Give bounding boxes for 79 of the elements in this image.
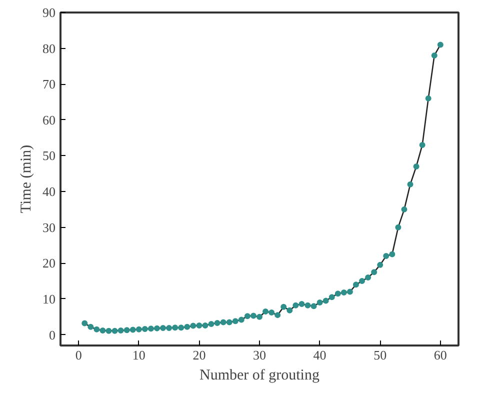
point: [304, 302, 311, 308]
point: [310, 303, 317, 310]
point: [413, 163, 420, 170]
point: [88, 324, 94, 330]
point: [142, 326, 148, 332]
x-axis-title: Number of grouting: [200, 368, 320, 384]
point: [262, 308, 269, 314]
y-tick-label: 60: [42, 112, 56, 128]
point: [389, 251, 396, 258]
point: [118, 327, 124, 334]
point: [94, 326, 100, 332]
x-tick-label: 20: [192, 348, 206, 362]
point: [160, 324, 166, 331]
point: [136, 326, 142, 332]
point: [184, 324, 190, 330]
point: [82, 320, 88, 326]
point: [407, 181, 414, 188]
y-tick-label: 90: [42, 5, 56, 20]
point: [172, 324, 178, 331]
x-tick-label: 50: [374, 348, 387, 362]
point: [214, 320, 220, 326]
x-tick-label: 10: [132, 348, 146, 362]
point: [352, 282, 359, 288]
x-tick-label: 40: [313, 348, 326, 362]
point: [298, 300, 305, 307]
point: [166, 324, 172, 331]
point: [437, 42, 444, 48]
y-tick-label: 30: [42, 220, 56, 235]
y-tick-label: 80: [42, 40, 56, 56]
point: [334, 290, 341, 297]
point: [401, 206, 408, 212]
x-tick-label: 60: [434, 348, 447, 362]
point: [148, 326, 154, 332]
point: [377, 262, 384, 268]
x-tick-label: 30: [253, 348, 266, 362]
point: [395, 224, 402, 230]
point: [322, 298, 329, 304]
point: [328, 294, 335, 300]
point: [238, 316, 244, 323]
point: [431, 52, 438, 58]
point: [425, 95, 432, 102]
point: [340, 290, 347, 296]
point: [286, 307, 293, 314]
point: [244, 313, 250, 320]
point: [112, 328, 118, 334]
point: [292, 302, 299, 308]
point: [419, 142, 426, 148]
point: [124, 327, 130, 334]
point: [208, 321, 214, 328]
x-tick-label: 0: [75, 348, 82, 362]
y-tick-label: 70: [42, 76, 56, 92]
point: [250, 312, 256, 319]
y-tick-label: 20: [42, 256, 56, 271]
y-tick-label: 10: [42, 291, 56, 306]
point: [190, 322, 196, 329]
point: [256, 314, 262, 320]
point: [154, 325, 160, 332]
point: [232, 318, 238, 324]
point: [383, 252, 390, 259]
point: [220, 319, 226, 326]
point: [280, 304, 287, 310]
point: [371, 269, 378, 276]
y-axis-title: Time (min): [18, 144, 34, 214]
point: [365, 274, 372, 280]
point: [202, 322, 208, 328]
point: [359, 278, 366, 284]
point: [178, 324, 184, 331]
point: [196, 322, 202, 328]
point: [100, 327, 106, 334]
point: [130, 326, 136, 333]
y-tick-label: 50: [42, 148, 56, 164]
point: [346, 288, 353, 295]
point: [268, 310, 275, 316]
point: [316, 300, 323, 306]
point: [226, 319, 232, 326]
point: [274, 312, 281, 318]
y-tick-label: 40: [42, 184, 56, 200]
y-tick-label: 0: [49, 327, 56, 342]
point: [106, 328, 112, 334]
